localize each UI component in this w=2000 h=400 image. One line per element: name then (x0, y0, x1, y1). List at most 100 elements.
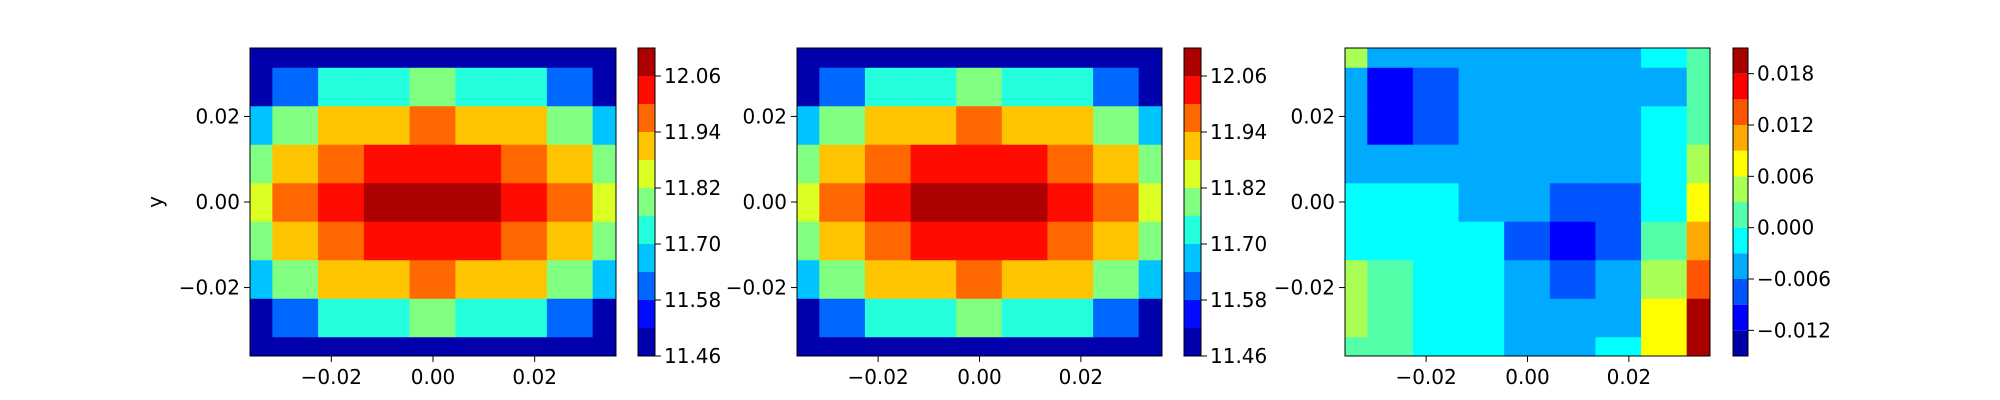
colorbar-band (1733, 202, 1748, 228)
contour-cell (1686, 143, 1710, 184)
contour-cell (1047, 143, 1095, 184)
contour-cell (1549, 259, 1597, 299)
contour-cell (1686, 336, 1710, 356)
colorbar-band (1733, 304, 1748, 331)
colorbar-band (638, 160, 655, 188)
x-tick-label: 0.00 (957, 365, 1002, 389)
colorbar-tick-label: 11.58 (1210, 288, 1267, 312)
contour-cell (501, 143, 548, 184)
x-tick-label: −0.02 (1395, 365, 1456, 389)
contour-cell (1345, 336, 1369, 356)
contour-cell (1412, 259, 1460, 299)
y-tick-label: 0.00 (742, 190, 787, 214)
contour-cell (864, 48, 912, 68)
colorbar-band (1733, 176, 1748, 202)
contour-cell (956, 297, 1003, 338)
contour-cell (910, 66, 958, 107)
contour-cell (1047, 182, 1095, 222)
colorbar-band (1184, 104, 1201, 132)
contour-cell (455, 48, 503, 68)
contour-cell (1001, 105, 1049, 145)
contour-cell (592, 297, 616, 338)
contour-cell (318, 48, 365, 68)
x-tick-label: 0.02 (512, 365, 557, 389)
colorbar-tick-label: 0.006 (1757, 164, 1814, 188)
colorbar-band (1733, 150, 1748, 177)
contour-cell (1001, 259, 1049, 299)
contour-cell (1345, 105, 1369, 145)
contour-cell (1641, 182, 1688, 222)
contour-cell (1458, 259, 1506, 299)
colorbar-tick-label: 11.46 (1210, 344, 1267, 368)
contour-cell (1047, 259, 1095, 299)
contour-cell (1412, 297, 1460, 338)
contour-cell (1412, 48, 1460, 68)
contour-cell (1138, 66, 1162, 107)
contour-cell (1047, 105, 1095, 145)
contour-cell (1504, 259, 1551, 299)
contour-cell (318, 143, 365, 184)
contour-cell (864, 259, 912, 299)
contour-cell (864, 66, 912, 107)
contour-cell (1345, 143, 1369, 184)
contour-cell (819, 220, 866, 261)
contour-cell (1001, 66, 1049, 107)
contour-cell (546, 182, 594, 222)
contour-cell (272, 259, 320, 299)
contour-cell (910, 182, 958, 222)
contour-cell (1595, 143, 1643, 184)
contour-cell (455, 297, 503, 338)
contour-cell (910, 48, 958, 68)
contour-cell (1595, 48, 1643, 68)
contour-cell (797, 143, 821, 184)
contour-cell (1001, 182, 1049, 222)
contour-cell (1504, 48, 1551, 68)
contour-cell (1412, 105, 1460, 145)
contour-cell (1138, 220, 1162, 261)
contour-cell (1641, 143, 1688, 184)
contour-cell (1641, 66, 1688, 107)
colorbar-tick-label: 11.58 (664, 288, 721, 312)
contour-cell (455, 66, 503, 107)
contour-cell (1549, 336, 1597, 356)
contour-cell (910, 297, 958, 338)
contour-cell (797, 259, 821, 299)
contour-cell (272, 297, 320, 338)
contour-cell (501, 182, 548, 222)
colorbar-band (1184, 300, 1201, 328)
contour-cell (1595, 105, 1643, 145)
plot-area (1345, 48, 1710, 356)
contour-cell (1047, 297, 1095, 338)
contour-cell (1047, 48, 1095, 68)
contour-cell (1093, 220, 1140, 261)
contour-cell (956, 220, 1003, 261)
colorbar-band (1184, 272, 1201, 300)
contour-cell (1001, 143, 1049, 184)
contour-cell (1138, 297, 1162, 338)
contour-cell (1345, 182, 1369, 222)
contour-cell (1093, 66, 1140, 107)
colorbar-tick-label: 11.94 (1210, 120, 1267, 144)
contour-cell (864, 143, 912, 184)
contour-cell (592, 143, 616, 184)
colorbar-tick-label: 11.46 (664, 344, 721, 368)
contour-cell (797, 220, 821, 261)
y-tick-label: 0.02 (1290, 104, 1335, 128)
contour-cell (819, 105, 866, 145)
contour-cell (819, 182, 866, 222)
contour-cell (1093, 336, 1140, 356)
y-tick-label: 0.02 (195, 104, 240, 128)
contour-cell (797, 48, 821, 68)
contour-cell (546, 143, 594, 184)
contour-cell (455, 143, 503, 184)
contour-cell (1093, 143, 1140, 184)
contour-cell (272, 48, 320, 68)
contour-cell (1412, 336, 1460, 356)
contour-cell (501, 220, 548, 261)
contour-cell (819, 48, 866, 68)
contour-cell (592, 259, 616, 299)
contour-cell (501, 48, 548, 68)
contour-cell (1549, 105, 1597, 145)
colorbar-band (638, 244, 655, 272)
contour-cell (819, 297, 866, 338)
